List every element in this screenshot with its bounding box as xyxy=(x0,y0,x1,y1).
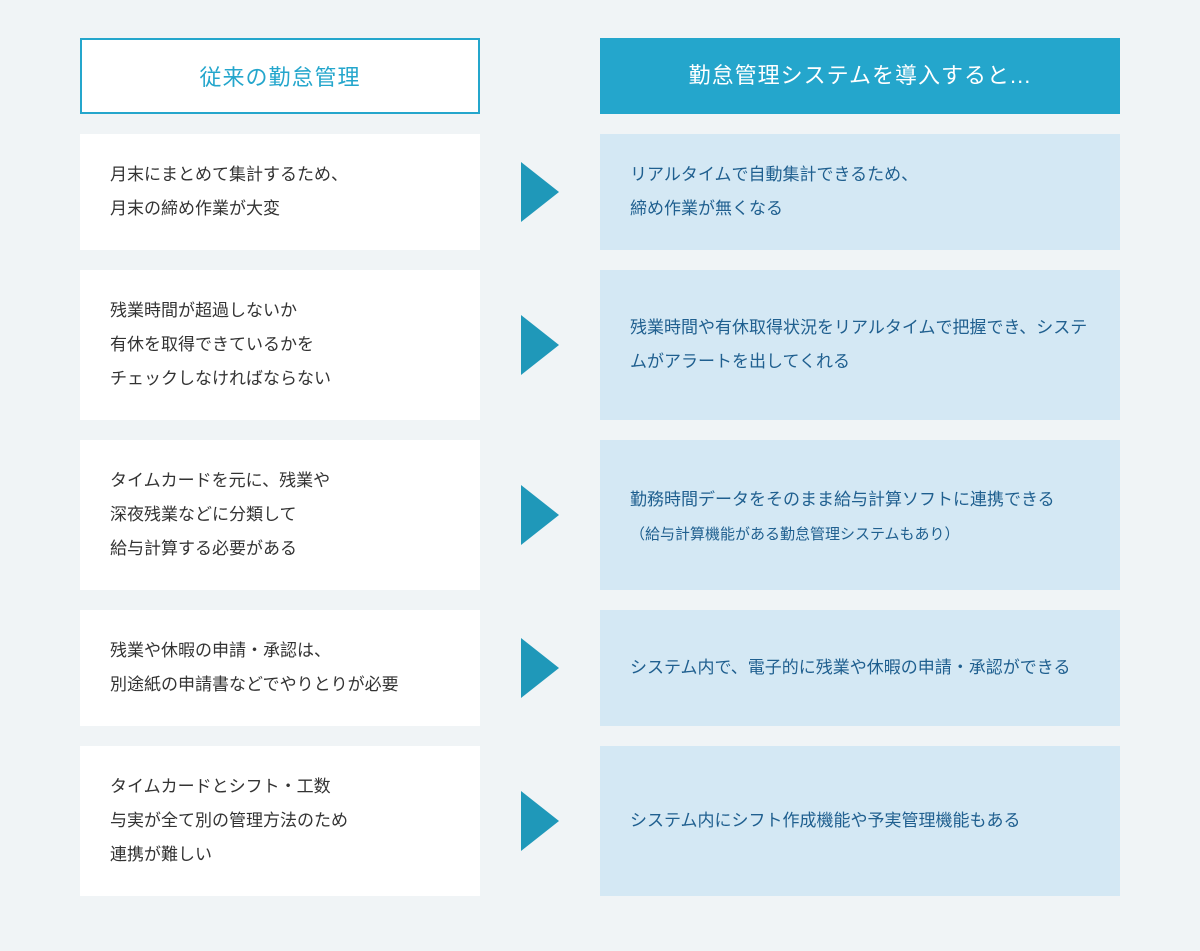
after-text: システム内にシフト作成機能や予実管理機能もある xyxy=(630,804,1090,838)
after-text: 残業時間や有休取得状況をリアルタイムで把握でき、システムがアラートを出してくれる xyxy=(630,311,1090,379)
before-text: 残業時間が超過しないか有休を取得できているかをチェックしなければならない xyxy=(110,294,331,396)
left-column-header: 従来の勤怠管理 xyxy=(80,38,480,114)
header-row: 従来の勤怠管理 勤怠管理システムを導入すると... xyxy=(80,38,1120,114)
before-card: 残業や休暇の申請・承認は、別途紙の申請書などでやりとりが必要 xyxy=(80,610,480,726)
before-card: タイムカードを元に、残業や深夜残業などに分類して給与計算する必要がある xyxy=(80,440,480,590)
arrow-right-icon xyxy=(521,638,559,698)
comparison-row: 残業時間が超過しないか有休を取得できているかをチェックしなければならない 残業時… xyxy=(80,270,1120,420)
arrow-col xyxy=(480,746,600,896)
before-text: タイムカードを元に、残業や深夜残業などに分類して給与計算する必要がある xyxy=(110,464,330,566)
comparison-container: 従来の勤怠管理 勤怠管理システムを導入すると... 月末にまとめて集計するため、… xyxy=(80,38,1120,896)
arrow-col xyxy=(480,610,600,726)
arrow-col xyxy=(480,134,600,250)
after-subnote: （給与計算機能がある勤怠管理システムもあり） xyxy=(630,521,1090,548)
before-text: 残業や休暇の申請・承認は、別途紙の申請書などでやりとりが必要 xyxy=(110,634,399,702)
after-text: 勤務時間データをそのまま給与計算ソフトに連携できる xyxy=(630,483,1090,517)
after-card: システム内にシフト作成機能や予実管理機能もある xyxy=(600,746,1120,896)
before-card: 残業時間が超過しないか有休を取得できているかをチェックしなければならない xyxy=(80,270,480,420)
arrow-right-icon xyxy=(521,485,559,545)
after-text: システム内で、電子的に残業や休暇の申請・承認ができる xyxy=(630,651,1090,685)
arrow-right-icon xyxy=(521,791,559,851)
before-text: 月末にまとめて集計するため、月末の締め作業が大変 xyxy=(110,158,348,226)
right-column-header: 勤怠管理システムを導入すると... xyxy=(600,38,1120,114)
comparison-row: タイムカードを元に、残業や深夜残業などに分類して給与計算する必要がある 勤務時間… xyxy=(80,440,1120,590)
after-card: 勤務時間データをそのまま給与計算ソフトに連携できる （給与計算機能がある勤怠管理… xyxy=(600,440,1120,590)
arrow-col xyxy=(480,440,600,590)
after-card: リアルタイムで自動集計できるため、締め作業が無くなる xyxy=(600,134,1120,250)
arrow-col xyxy=(480,270,600,420)
before-card: タイムカードとシフト・工数与実が全て別の管理方法のため連携が難しい xyxy=(80,746,480,896)
arrow-right-icon xyxy=(521,162,559,222)
comparison-row: タイムカードとシフト・工数与実が全て別の管理方法のため連携が難しい システム内に… xyxy=(80,746,1120,896)
arrow-right-icon xyxy=(521,315,559,375)
before-text: タイムカードとシフト・工数与実が全て別の管理方法のため連携が難しい xyxy=(110,770,348,872)
comparison-row: 残業や休暇の申請・承認は、別途紙の申請書などでやりとりが必要 システム内で、電子… xyxy=(80,610,1120,726)
after-card: システム内で、電子的に残業や休暇の申請・承認ができる xyxy=(600,610,1120,726)
header-spacer xyxy=(480,38,600,114)
after-text: リアルタイムで自動集計できるため、締め作業が無くなる xyxy=(630,158,1090,226)
after-card: 残業時間や有休取得状況をリアルタイムで把握でき、システムがアラートを出してくれる xyxy=(600,270,1120,420)
before-card: 月末にまとめて集計するため、月末の締め作業が大変 xyxy=(80,134,480,250)
comparison-row: 月末にまとめて集計するため、月末の締め作業が大変 リアルタイムで自動集計できるた… xyxy=(80,134,1120,250)
